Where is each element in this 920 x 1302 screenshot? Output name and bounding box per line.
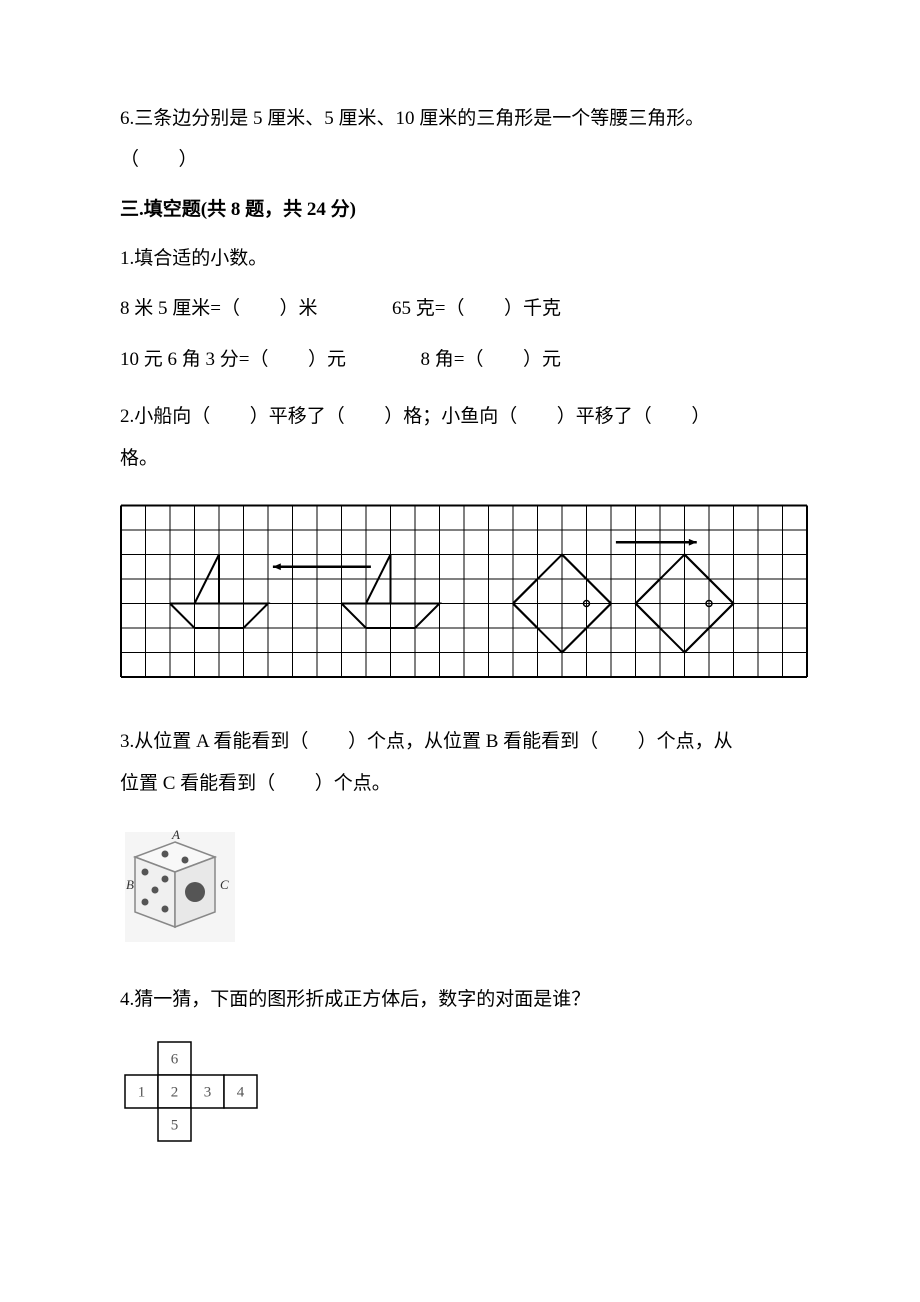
svg-text:4: 4 — [237, 1084, 245, 1100]
section-3-title: 三.填空题(共 8 题，共 24 分) — [120, 196, 800, 225]
q3-3-c: ）个点，从 — [638, 731, 733, 752]
q3-2-a: 2.小船向（ — [120, 406, 210, 427]
q3-1-line1: 8 米 5 厘米=（ ）米 65 克=（ ）千克 — [120, 295, 800, 324]
q3-1-line2: 10 元 6 角 3 分=（ ）元 8 角=（ ）元 — [120, 346, 800, 375]
q3-4: 4.猜一猜，下面的图形折成正方体后，数字的对面是谁？ — [120, 986, 800, 1015]
q3-3-d: 位置 C 看能看到（ — [120, 773, 275, 794]
svg-text:5: 5 — [171, 1117, 179, 1133]
q3-1-1a: 8 米 5 厘米=（ — [120, 298, 240, 319]
q3-1-2b: ）元 — [308, 349, 346, 370]
q6-paren-close: ） — [179, 149, 198, 170]
q3-1-2a: 10 元 6 角 3 分=（ — [120, 349, 268, 370]
svg-text:6: 6 — [171, 1051, 179, 1067]
net-diagram: 6 1 2 3 4 5 — [120, 1037, 800, 1162]
svg-text:2: 2 — [171, 1084, 179, 1100]
q3-1-2d: ）元 — [523, 349, 561, 370]
net-svg: 6 1 2 3 4 5 — [120, 1037, 270, 1152]
q3-3: 3.从位置 A 看能看到（ ）个点，从位置 B 看能看到（ ）个点，从 位置 C… — [120, 721, 800, 805]
svg-text:A: A — [171, 827, 180, 842]
q3-2-f: 格。 — [120, 448, 158, 469]
svg-text:C: C — [220, 877, 229, 892]
q3-3-e: ）个点。 — [315, 773, 391, 794]
q3-3-a: 3.从位置 A 看能看到（ — [120, 731, 308, 752]
q3-3-b: ）个点，从位置 B 看能看到（ — [348, 731, 598, 752]
q3-1-1c: 65 克=（ — [392, 298, 464, 319]
svg-text:B: B — [126, 877, 134, 892]
q3-1-2c: 8 角=（ — [420, 349, 483, 370]
q3-1-intro: 1.填合适的小数。 — [120, 245, 800, 274]
q3-2: 2.小船向（ ）平移了（ ）格；小鱼向（ ）平移了（ ） 格。 — [120, 396, 800, 480]
q3-2-e: ） — [691, 406, 710, 427]
svg-text:3: 3 — [204, 1084, 212, 1100]
dice-diagram: A B C — [120, 827, 800, 957]
q6-paren-line: （ ） — [120, 146, 800, 175]
q3-1-1d: ）千克 — [504, 298, 561, 319]
q3-2-b: ）平移了（ — [250, 406, 345, 427]
grid-svg — [120, 502, 808, 682]
grid-diagram — [120, 502, 800, 692]
q3-1-1b: ）米 — [279, 298, 317, 319]
q6-text: 6.三条边分别是 5 厘米、5 厘米、10 厘米的三角形是一个等腰三角形。 — [120, 108, 704, 129]
svg-text:1: 1 — [138, 1084, 146, 1100]
q6-paren-open: （ — [120, 149, 139, 170]
q3-2-c: ）格；小鱼向（ — [384, 406, 517, 427]
question-6: 6.三条边分别是 5 厘米、5 厘米、10 厘米的三角形是一个等腰三角形。 — [120, 105, 800, 134]
q3-2-d: ）平移了（ — [557, 406, 652, 427]
dice-svg: A B C — [120, 827, 245, 947]
